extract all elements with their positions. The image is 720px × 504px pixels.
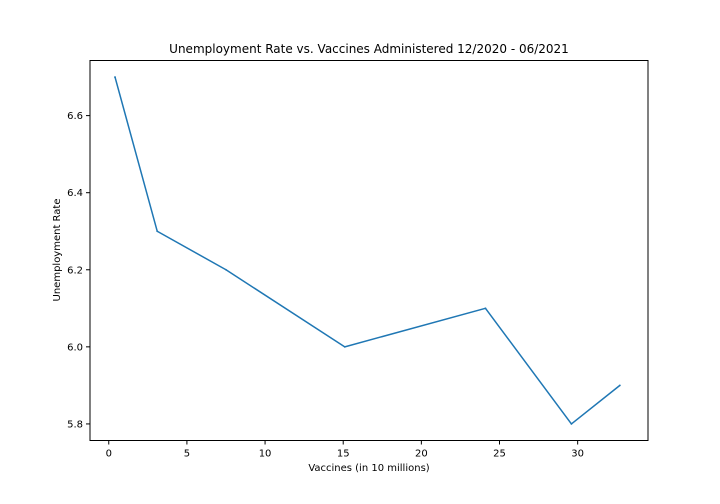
- y-tick-label: 6.4: [67, 188, 83, 199]
- data-point: [114, 76, 116, 78]
- data-point: [618, 384, 621, 387]
- y-axis-ticks: 5.8 6.0 6.2 6.4 6.6: [67, 111, 90, 430]
- series-layer: [114, 76, 621, 425]
- x-tick-label: 20: [415, 449, 428, 460]
- y-tick-label: 6.6: [67, 111, 83, 122]
- data-point: [156, 230, 159, 233]
- data-point: [484, 307, 487, 310]
- x-tick-label: 0: [106, 449, 112, 460]
- plot-frame: [89, 60, 649, 441]
- y-tick-label: 6.2: [67, 265, 83, 276]
- x-axis-label: Vaccines (in 10 millions): [308, 463, 429, 474]
- x-tick-label: 30: [571, 449, 584, 460]
- x-tick-label: 15: [337, 449, 350, 460]
- data-point: [570, 423, 573, 425]
- y-axis-label: Unemployment Rate: [52, 199, 63, 302]
- y-tick-label: 5.8: [67, 419, 83, 430]
- y-tick-label: 6.0: [67, 342, 83, 353]
- data-point: [225, 268, 227, 271]
- x-tick-label: 25: [493, 449, 506, 460]
- x-axis-ticks: 0 5 10 15 20 25 30: [106, 440, 584, 460]
- x-tick-label: 5: [184, 449, 190, 460]
- data-point: [343, 345, 346, 348]
- x-tick-label: 10: [259, 449, 272, 460]
- chart-title: Unemployment Rate vs. Vaccines Administe…: [169, 42, 569, 56]
